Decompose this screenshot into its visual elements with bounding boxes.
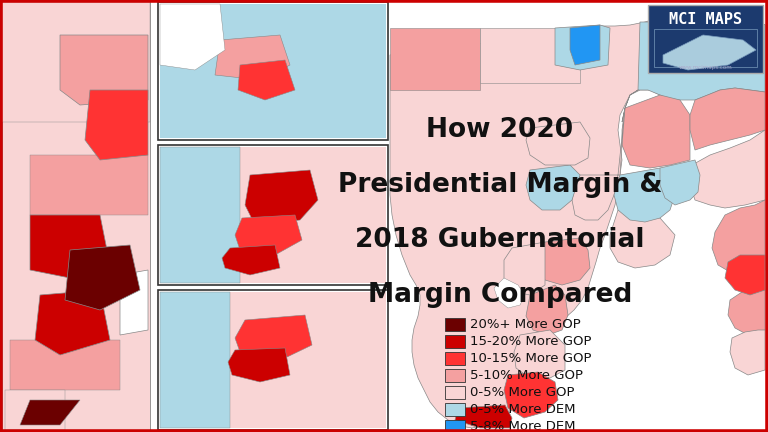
Text: Margin Compared: Margin Compared xyxy=(368,282,632,308)
Polygon shape xyxy=(235,315,312,358)
Polygon shape xyxy=(614,168,675,222)
Polygon shape xyxy=(215,35,290,80)
Bar xyxy=(158,2,388,140)
Polygon shape xyxy=(390,15,765,428)
Text: 0-5% More GOP: 0-5% More GOP xyxy=(470,386,574,399)
Text: 0-5% More DEM: 0-5% More DEM xyxy=(470,403,575,416)
Polygon shape xyxy=(610,210,675,268)
Polygon shape xyxy=(238,60,295,100)
Bar xyxy=(480,28,580,83)
Text: 10-15% More GOP: 10-15% More GOP xyxy=(470,352,591,365)
Text: 20%+ More GOP: 20%+ More GOP xyxy=(470,318,581,331)
Polygon shape xyxy=(660,160,700,205)
Polygon shape xyxy=(35,290,110,355)
Bar xyxy=(445,369,465,382)
Bar xyxy=(160,147,240,283)
Bar xyxy=(158,290,388,430)
Bar xyxy=(654,29,757,67)
Bar xyxy=(445,403,465,416)
Polygon shape xyxy=(730,330,765,375)
Text: MCI MAPS: MCI MAPS xyxy=(669,13,742,28)
Polygon shape xyxy=(20,400,80,425)
Polygon shape xyxy=(60,35,148,105)
Bar xyxy=(2,2,150,430)
Polygon shape xyxy=(526,285,568,335)
Bar xyxy=(390,28,480,90)
Polygon shape xyxy=(65,245,140,310)
Polygon shape xyxy=(514,330,565,378)
Bar xyxy=(160,292,230,428)
Bar xyxy=(445,352,465,365)
Bar xyxy=(445,420,465,432)
Polygon shape xyxy=(494,278,525,308)
Text: www.mcimaps.com: www.mcimaps.com xyxy=(679,64,733,70)
Polygon shape xyxy=(690,130,765,208)
Text: 2018 Gubernatorial: 2018 Gubernatorial xyxy=(356,227,645,253)
Polygon shape xyxy=(555,25,610,70)
Text: 5-8% More DEM: 5-8% More DEM xyxy=(470,420,575,432)
Bar xyxy=(158,145,388,285)
Bar xyxy=(648,5,763,73)
Polygon shape xyxy=(526,165,580,210)
Bar xyxy=(30,155,148,215)
Polygon shape xyxy=(504,372,558,418)
Polygon shape xyxy=(504,242,545,295)
Polygon shape xyxy=(526,122,590,165)
Polygon shape xyxy=(85,90,148,160)
Text: 15-20% More GOP: 15-20% More GOP xyxy=(470,335,591,348)
Polygon shape xyxy=(120,270,148,335)
Polygon shape xyxy=(536,238,590,285)
Bar xyxy=(445,318,465,331)
Polygon shape xyxy=(222,245,280,275)
Polygon shape xyxy=(663,35,756,70)
Polygon shape xyxy=(728,290,765,335)
Polygon shape xyxy=(160,4,225,70)
Polygon shape xyxy=(30,215,110,280)
Polygon shape xyxy=(622,22,765,122)
Text: 5-10% More GOP: 5-10% More GOP xyxy=(470,369,583,382)
Bar xyxy=(5,390,65,430)
Bar xyxy=(160,4,386,138)
Bar xyxy=(160,147,386,283)
Polygon shape xyxy=(455,405,512,428)
Polygon shape xyxy=(725,255,765,295)
Polygon shape xyxy=(228,348,290,382)
Bar xyxy=(445,335,465,348)
Bar xyxy=(10,340,120,390)
Polygon shape xyxy=(245,170,318,225)
Bar xyxy=(2,2,150,122)
Polygon shape xyxy=(712,200,765,275)
Polygon shape xyxy=(235,215,302,255)
Polygon shape xyxy=(690,88,765,150)
Text: How 2020: How 2020 xyxy=(426,117,574,143)
Polygon shape xyxy=(570,25,600,65)
Polygon shape xyxy=(622,95,690,168)
Bar xyxy=(160,292,386,428)
Text: Presidential Margin &: Presidential Margin & xyxy=(338,172,662,198)
Polygon shape xyxy=(572,108,625,220)
Bar xyxy=(445,386,465,399)
